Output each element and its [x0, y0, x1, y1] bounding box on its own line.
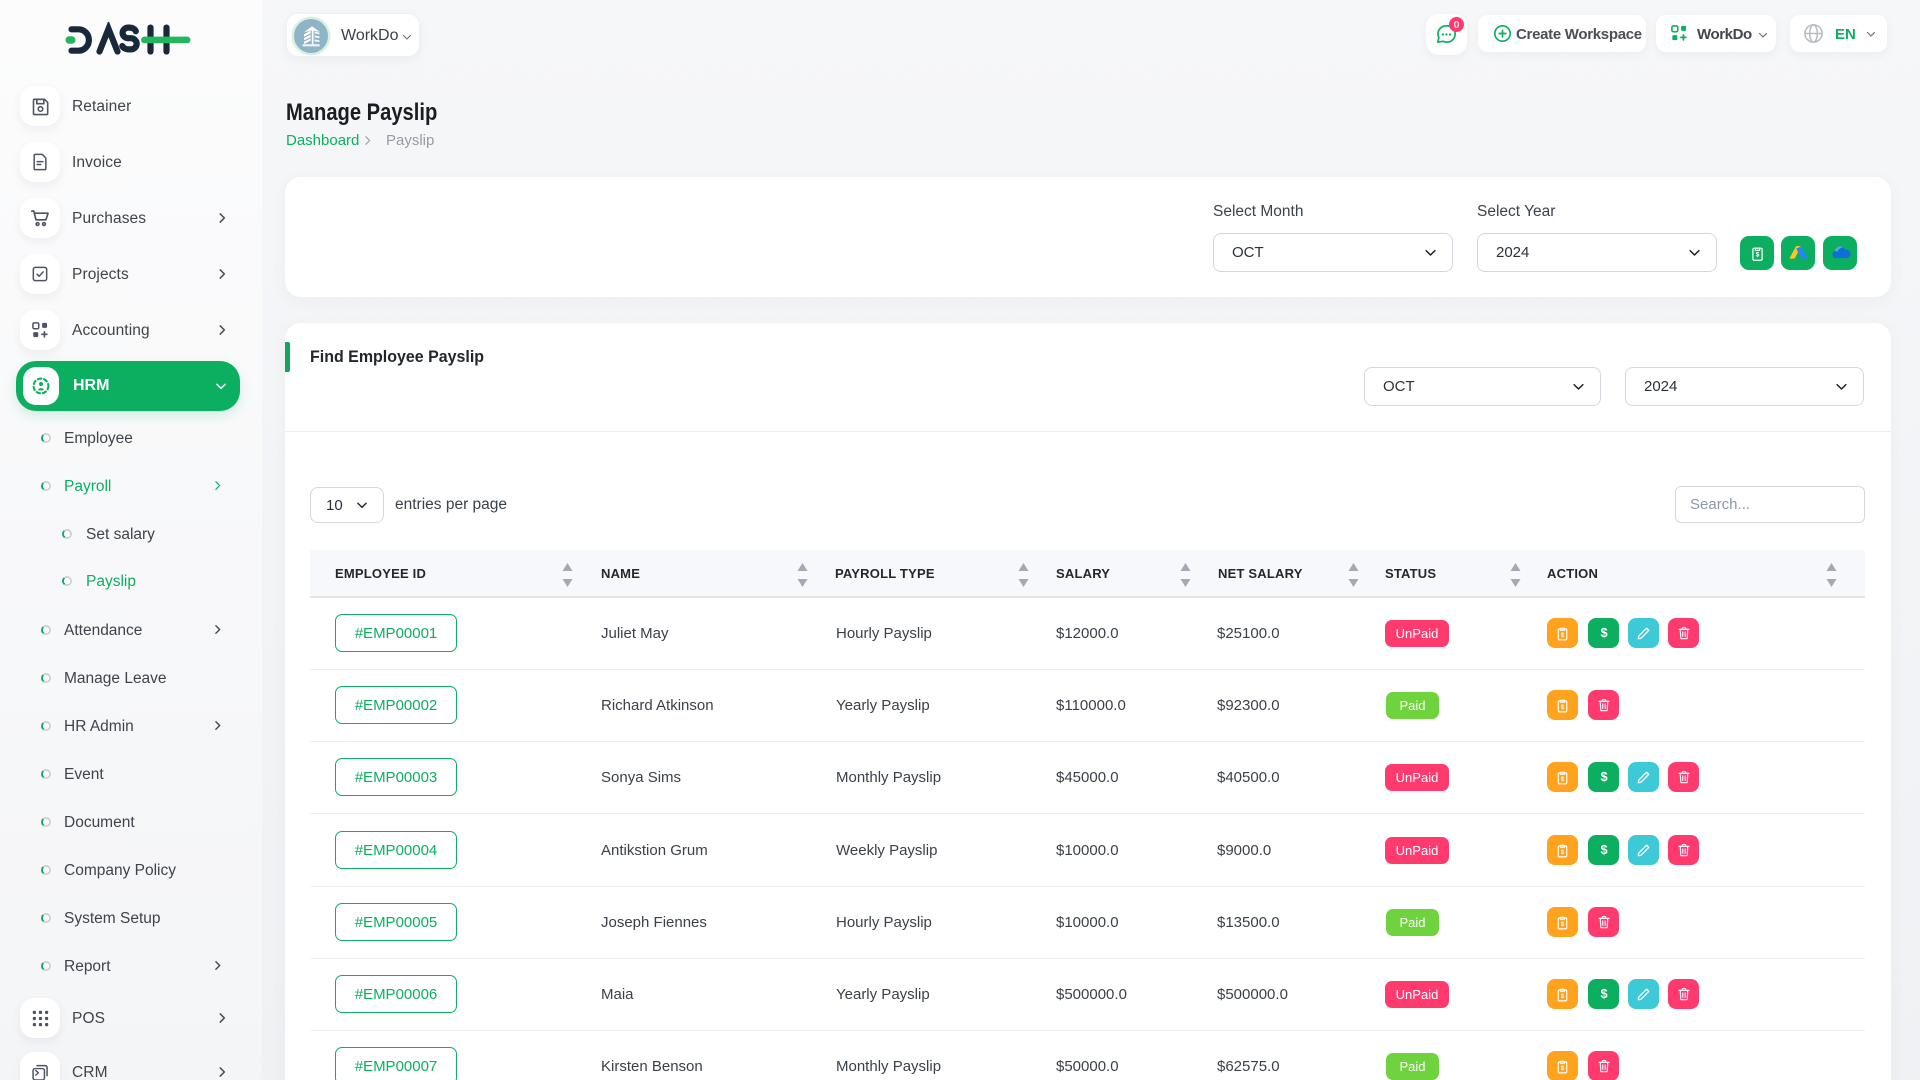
svg-text:$: $	[1561, 776, 1565, 782]
svg-text:$: $	[1561, 921, 1565, 927]
svg-text:$: $	[1561, 849, 1565, 855]
svg-text:$: $	[1561, 993, 1565, 999]
svg-text:$: $	[1600, 986, 1607, 1001]
svg-text:$: $	[1561, 704, 1565, 710]
svg-text:$: $	[1600, 625, 1607, 640]
svg-text:$: $	[1600, 842, 1607, 857]
svg-text:$: $	[1600, 769, 1607, 784]
svg-text:$: $	[1755, 251, 1759, 258]
svg-text:$: $	[1561, 1065, 1565, 1071]
svg-text:$: $	[1561, 632, 1565, 638]
